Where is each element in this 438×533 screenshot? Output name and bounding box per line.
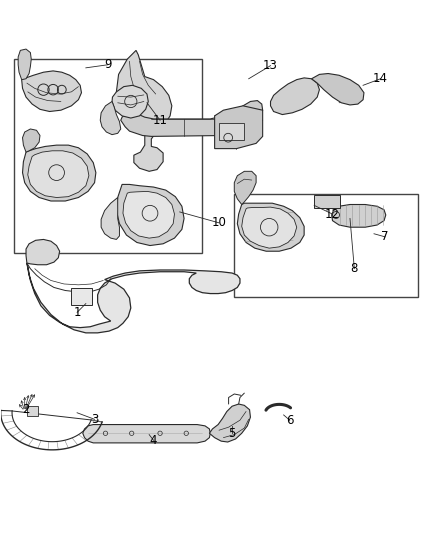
Polygon shape — [22, 129, 40, 152]
Polygon shape — [234, 171, 256, 205]
Polygon shape — [112, 85, 148, 118]
Polygon shape — [101, 198, 120, 239]
Polygon shape — [28, 151, 89, 198]
Text: 4: 4 — [150, 434, 157, 447]
Polygon shape — [100, 101, 121, 135]
Text: 11: 11 — [152, 114, 168, 127]
Bar — [71, 288, 92, 305]
Polygon shape — [117, 51, 172, 171]
Text: 10: 10 — [212, 216, 226, 229]
Polygon shape — [117, 184, 184, 246]
Text: 7: 7 — [381, 230, 389, 243]
Polygon shape — [18, 49, 31, 79]
Polygon shape — [209, 404, 251, 442]
Text: 6: 6 — [286, 414, 293, 427]
Polygon shape — [22, 145, 96, 201]
Bar — [14, 59, 201, 253]
Polygon shape — [271, 78, 319, 115]
Polygon shape — [121, 101, 263, 136]
Polygon shape — [21, 71, 81, 111]
Polygon shape — [26, 239, 60, 265]
Polygon shape — [123, 191, 174, 238]
Polygon shape — [332, 205, 386, 227]
Text: 3: 3 — [91, 413, 98, 426]
Polygon shape — [311, 74, 364, 105]
Bar — [27, 406, 38, 416]
Text: 9: 9 — [104, 58, 111, 71]
Text: 5: 5 — [228, 427, 236, 440]
Bar — [234, 195, 418, 297]
Polygon shape — [27, 263, 240, 333]
Polygon shape — [83, 425, 210, 443]
Bar — [314, 195, 340, 207]
Polygon shape — [242, 207, 297, 248]
Text: 14: 14 — [373, 72, 388, 85]
Text: 8: 8 — [351, 262, 358, 275]
Polygon shape — [215, 106, 263, 149]
Polygon shape — [237, 203, 304, 251]
Text: 13: 13 — [263, 59, 278, 72]
Text: 1: 1 — [73, 306, 81, 319]
Text: 2: 2 — [22, 403, 30, 416]
Text: 12: 12 — [325, 208, 340, 221]
Bar — [219, 123, 244, 140]
